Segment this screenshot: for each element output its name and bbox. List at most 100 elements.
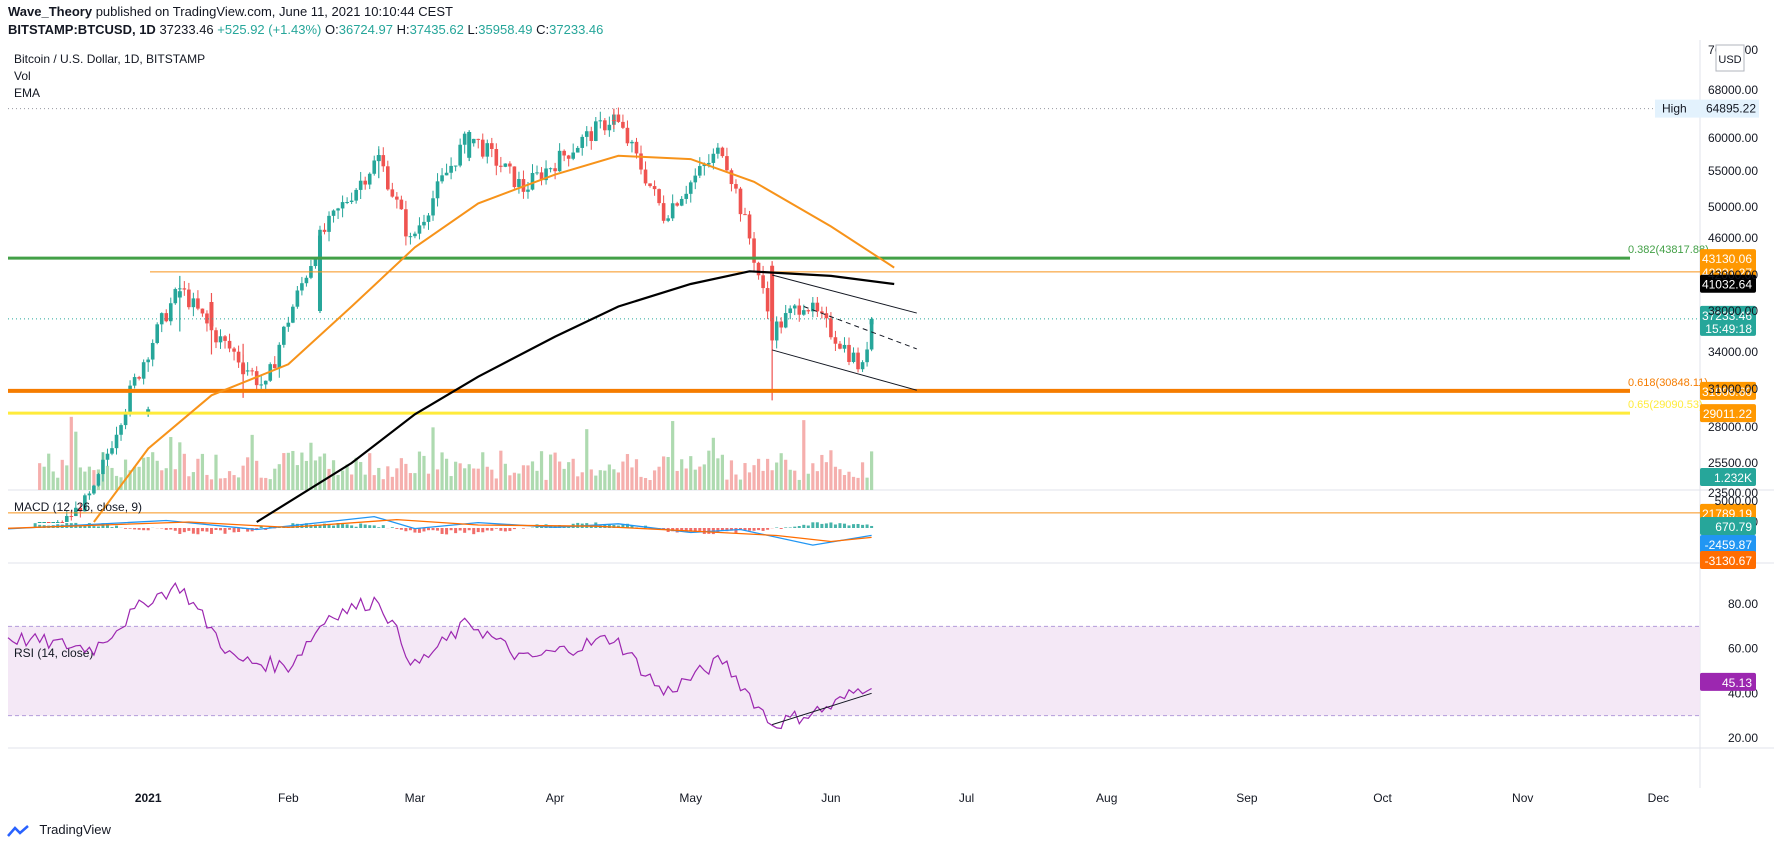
candle-body [254, 371, 259, 386]
volume-bar [56, 477, 60, 490]
macd-histogram-bar [852, 524, 856, 528]
macd-histogram-bar [341, 522, 345, 528]
candle-body [227, 340, 232, 349]
candle-body [440, 175, 444, 182]
volume-bar [142, 457, 146, 490]
volume-bar [548, 454, 553, 490]
macd-histogram-bar [318, 524, 322, 528]
candle-body [182, 288, 187, 290]
volume-bar [444, 458, 449, 490]
volume-bar [553, 452, 557, 490]
volume-bar [833, 466, 838, 490]
time-tick-label: Nov [1512, 791, 1533, 805]
macd-histogram-bar [440, 528, 444, 534]
volume-bar [698, 466, 702, 490]
volume-bar [390, 476, 394, 490]
high-value: 64895.22 [1706, 102, 1756, 116]
macd-histogram-bar [164, 528, 168, 530]
macd-title: MACD (12, 26, close, 9) [14, 500, 142, 514]
macd-histogram-bar [395, 528, 399, 529]
price-tick-label: 46000.00 [1708, 231, 1758, 245]
rsi-title: RSI (14, close) [14, 646, 93, 660]
candle-body [327, 215, 331, 232]
macd-histogram-bar [621, 524, 625, 528]
high-value: 37435.62 [409, 22, 464, 37]
key-candle-body [241, 364, 246, 375]
volume-bar [824, 462, 828, 490]
volume-bar [797, 479, 801, 490]
volume-bar [589, 469, 593, 490]
last-price-bg [1700, 305, 1756, 336]
candle-body [87, 493, 92, 496]
quote-line: BITSTAMP:BTCUSD, 1D 37233.46 +525.92 (+1… [8, 22, 603, 37]
volume-bar [60, 459, 64, 490]
candle-body [811, 302, 815, 312]
macd-histogram-bar [110, 527, 114, 528]
candle-body [51, 522, 56, 523]
candle-body [779, 321, 783, 328]
macd-histogram-bar [734, 528, 738, 533]
indicator-vol-label: Vol [14, 69, 31, 83]
candle-body [571, 152, 575, 159]
volume-bar [426, 473, 431, 490]
candle-body [295, 290, 300, 307]
macd-histogram-bar [485, 528, 489, 531]
volume-bar [408, 473, 413, 490]
candle-body [363, 180, 367, 185]
macd-histogram-bar [359, 523, 363, 528]
volume-bar [164, 468, 168, 490]
macd-histogram-bar [743, 528, 747, 531]
candle-body [616, 114, 621, 122]
macd-histogram-bar [784, 527, 788, 528]
volume-bar [689, 456, 693, 490]
volume-bar [404, 463, 408, 490]
level-axis-label-bg [1700, 274, 1756, 293]
macd-histogram-value: 670.79 [1715, 520, 1752, 534]
volume-bar [354, 457, 358, 490]
volume-bar [865, 477, 869, 490]
volume-bar [458, 463, 462, 490]
volume-bar [720, 454, 724, 490]
volume-bar [250, 434, 254, 490]
author-name[interactable]: Wave_Theory [8, 4, 93, 19]
key-candle-body [177, 291, 182, 298]
candle-body [349, 200, 354, 203]
candle-body [480, 139, 485, 157]
rsi-tick-label: 60.00 [1728, 642, 1758, 656]
volume-bar [652, 470, 657, 490]
volume-bar [51, 471, 55, 490]
volume-bar [327, 468, 331, 490]
candle-body [562, 150, 566, 156]
macd-histogram-bar [811, 522, 815, 528]
candle-body [426, 215, 431, 222]
volume-bar [851, 476, 856, 490]
candle-body [462, 133, 467, 145]
macd-histogram-bar [476, 528, 480, 533]
candle-body [783, 313, 788, 328]
close-value: 37233.46 [549, 22, 604, 37]
candle-body [191, 298, 196, 308]
candle-body [69, 515, 74, 517]
btc-chart[interactable]: 0.382(43817.88)43130.0642331.2741032.640… [0, 40, 1774, 820]
candle-body [526, 189, 530, 192]
candle-body [372, 160, 377, 174]
candle-body [544, 168, 548, 181]
macd-histogram-bar [499, 528, 503, 531]
volume-bar [291, 450, 295, 490]
volume-bar [775, 462, 779, 490]
macd-histogram-bar [625, 523, 629, 528]
candle-body [643, 169, 648, 184]
macd-histogram-bar [693, 528, 697, 532]
macd-histogram-bar [856, 523, 860, 528]
candle-body [851, 352, 856, 362]
volume-bar [74, 431, 78, 490]
candle-body [141, 362, 146, 379]
volume-bar [535, 470, 539, 490]
candle-body [367, 173, 372, 185]
candle-body [806, 310, 811, 312]
currency-box [1715, 44, 1745, 72]
candle-body [282, 326, 286, 345]
time-tick-label: Sep [1236, 791, 1258, 805]
macd-histogram-bar [323, 523, 327, 528]
macd-histogram-bar [779, 528, 783, 529]
